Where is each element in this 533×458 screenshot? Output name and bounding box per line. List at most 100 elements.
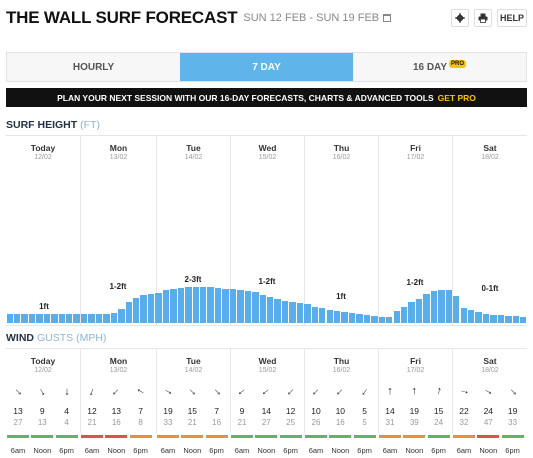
time-label: 6pm [431, 446, 446, 455]
surf-bar [140, 295, 147, 323]
calendar-icon[interactable] [383, 14, 392, 22]
wind-gust: 21 [237, 418, 247, 427]
day-name: Today [30, 143, 56, 153]
wind-rating-bar [279, 435, 302, 438]
wind-rating-bar [81, 435, 103, 438]
surf-bar [460, 308, 467, 323]
wind-rating-bar [55, 435, 78, 438]
wind-speed: 24 [483, 406, 494, 416]
wind-gust: 39 [409, 418, 419, 427]
time-label: 6am [160, 446, 176, 455]
wind-speed: 10 [311, 406, 321, 416]
section-title: WIND [6, 332, 34, 344]
surf-height-label: 1ft [39, 302, 49, 311]
promo-banner[interactable]: PLAN YOUR NEXT SESSION WITH OUR 16-DAY F… [6, 88, 527, 107]
surf-bar [177, 288, 185, 323]
surf-bar [319, 308, 326, 323]
day-date: 12/02 [34, 154, 52, 161]
surf-bar [386, 317, 393, 323]
wind-gust: 13 [37, 418, 47, 427]
day-name: Today [30, 356, 56, 366]
surf-bar [289, 302, 296, 323]
day-column: Today 12/02 [6, 136, 80, 325]
day-column: Tue 14/02 [156, 349, 230, 433]
day-name: Tue [186, 143, 201, 153]
surf-bar [438, 290, 445, 323]
get-pro-link[interactable]: GET PRO [437, 92, 476, 103]
wind-speed: 12 [285, 406, 296, 416]
surf-bar [430, 291, 438, 323]
wind-gust: 32 [459, 418, 469, 427]
wind-rating-bar [31, 435, 54, 438]
time-label: Noon [405, 446, 424, 455]
surf-bar [467, 310, 475, 323]
surf-height-label: 1-2ft [109, 282, 127, 291]
tab-16-day[interactable]: 16 DAY PRO [353, 53, 526, 81]
day-name: Mon [109, 143, 128, 153]
surf-bar [229, 289, 237, 323]
day-column: Sat 18/02 [452, 136, 527, 325]
surf-bar [378, 317, 386, 323]
day-date: 15/02 [258, 367, 277, 374]
surf-bar [520, 317, 527, 323]
wind-speed: 9 [39, 406, 45, 416]
wind-gust: 8 [138, 418, 143, 427]
day-date: 13/02 [109, 154, 128, 161]
surf-bar [58, 314, 65, 323]
day-date: 16/02 [332, 154, 351, 161]
surf-bar [423, 294, 430, 323]
surf-bar [505, 316, 512, 323]
surf-height-label: 1-2ft [258, 277, 276, 286]
wind-gust: 16 [111, 418, 121, 427]
day-date: 17/02 [406, 367, 425, 374]
surf-bar [341, 312, 348, 323]
day-name: Fri [410, 356, 421, 366]
tab-label: 7 DAY [252, 61, 281, 73]
surf-bar [244, 291, 252, 323]
wind-table: Today 12/02 Mon 13/02 Tue 14/02 Wed 15/02 Thu 16/… [6, 348, 527, 455]
surf-height-label: 0-1ft [481, 284, 499, 293]
day-date: 18/02 [481, 367, 499, 374]
surf-bar [408, 302, 415, 323]
surf-bar [95, 314, 103, 323]
surf-bar [118, 309, 125, 323]
wind-rating-bar [205, 435, 228, 438]
wind-speed: 9 [239, 406, 245, 416]
time-label: Noon [257, 446, 276, 455]
surf-bar [237, 290, 244, 323]
page-title: THE WALL SURF FORECAST [6, 8, 238, 27]
tab-label: HOURLY [72, 61, 115, 73]
wind-rating-bar [353, 435, 376, 438]
wind-gust: 5 [362, 418, 367, 427]
surf-bar [311, 307, 319, 323]
wind-gust: 27 [261, 418, 271, 427]
surf-bar [490, 315, 497, 323]
wind-speed: 7 [138, 406, 143, 416]
surf-bar [125, 302, 132, 323]
help-button[interactable]: HELP [497, 9, 527, 27]
tab-hourly[interactable]: HOURLY [7, 53, 180, 81]
wind-rating-bar [403, 435, 426, 438]
surf-bar [259, 295, 266, 323]
day-column: Sat 18/02 [452, 349, 527, 433]
wind-rating-bar [157, 435, 179, 438]
surf-bar [66, 314, 73, 323]
day-date: 18/02 [481, 154, 499, 161]
time-label: Noon [479, 446, 498, 455]
tab-7-day[interactable]: 7 DAY [180, 53, 353, 81]
day-column: Fri 17/02 [378, 136, 452, 325]
wind-speed: 19 [507, 406, 518, 416]
surf-bar [326, 310, 333, 323]
day-date: 15/02 [258, 154, 277, 161]
wind-gust: 33 [508, 418, 518, 427]
time-label: Noon [183, 446, 202, 455]
wind-speed: 14 [261, 406, 272, 416]
surf-bar [103, 314, 110, 323]
wind-gust: 16 [335, 418, 345, 427]
surf-bar [133, 298, 140, 323]
settings-button[interactable] [451, 9, 469, 27]
time-label: 6pm [59, 446, 74, 455]
wind-rating-bar [427, 435, 450, 438]
gear-icon [455, 13, 465, 23]
print-button[interactable] [474, 9, 492, 27]
